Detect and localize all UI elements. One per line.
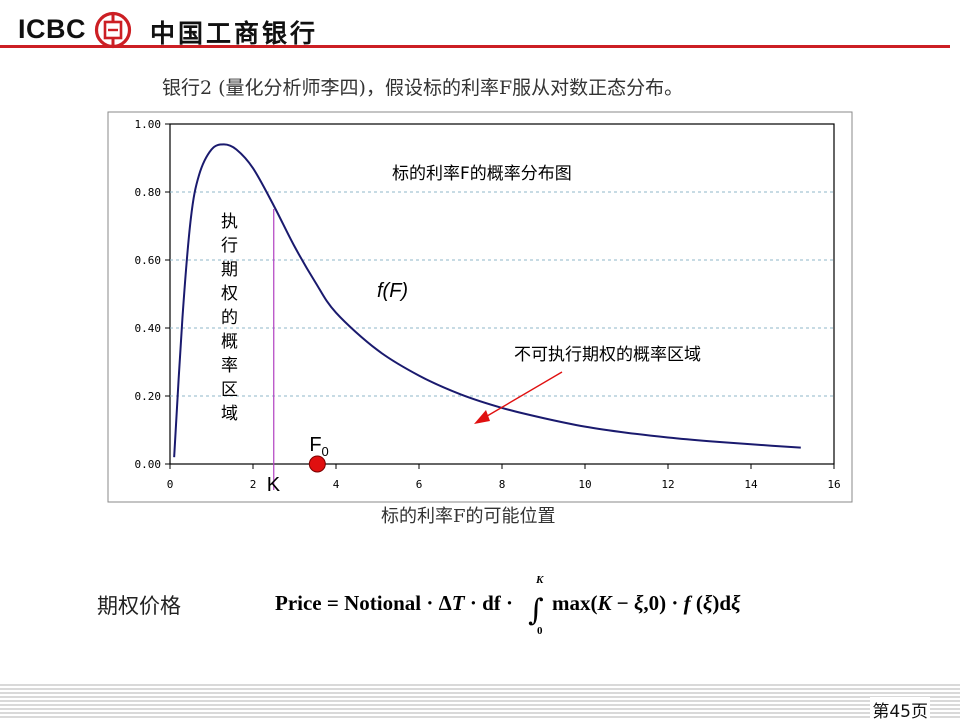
footer-band (0, 684, 960, 720)
svg-text:0: 0 (537, 625, 543, 636)
chart-title: 标的利率F的概率分布图 (392, 164, 572, 184)
strike-label: K (267, 474, 281, 496)
formula-label: 期权价格 (97, 594, 181, 618)
y-tick-label: 1.00 (135, 118, 162, 131)
series-label: f(F) (377, 280, 408, 302)
x-tick-label: 2 (250, 478, 257, 491)
x-tick-label: 0 (167, 478, 174, 491)
forward-rate-marker (308, 455, 326, 473)
svg-text:∫: ∫ (528, 593, 544, 628)
no-exercise-region-label: 不可执行期权的概率区域 (514, 345, 701, 365)
brand-latin: ICBC (18, 14, 86, 44)
y-tick-label: 0.40 (135, 322, 162, 335)
y-tick-label: 0.00 (135, 458, 162, 471)
forward-rate-label: F0 (309, 434, 328, 459)
svg-text:K: K (535, 576, 544, 586)
x-tick-label: 4 (333, 478, 340, 491)
svg-text:max(K − ξ,0) · f (ξ)dξ: max(K − ξ,0) · f (ξ)dξ (552, 591, 741, 615)
callout-arrowhead (474, 410, 490, 424)
brand-chinese: 中国工商银行 (150, 19, 319, 48)
x-tick-label: 10 (578, 478, 591, 491)
x-tick-label: 16 (827, 478, 840, 491)
slide-subtitle: 银行2 (量化分析师李四)，假设标的利率F服从对数正态分布。 (162, 77, 684, 99)
y-tick-label: 0.60 (135, 254, 162, 267)
svg-text:Price = Notional · ΔT · df ·: Price = Notional · ΔT · df · (275, 591, 513, 615)
option-price-formula: Price = Notional · ΔT · df · ∫ K 0 max(K… (275, 576, 741, 636)
callout-arrow (481, 371, 563, 420)
probability-chart: 0.00 0.20 0.40 0.60 0.80 1.00 0 2 4 6 8 10 12 14 16 K… (107, 111, 853, 527)
header: ICBC 中国工商银行 (0, 0, 960, 60)
x-tick-label: 12 (661, 478, 674, 491)
page-number: 第45页 (870, 697, 930, 722)
x-tick-label: 8 (499, 478, 506, 491)
y-tick-label: 0.80 (135, 186, 162, 199)
density-curve (173, 143, 801, 458)
y-tick-label: 0.20 (135, 390, 162, 403)
exercise-region-label: 执行期权的概率区域 (221, 212, 238, 424)
header-rule (0, 45, 950, 48)
x-axis-label: 标的利率F的可能位置 (381, 506, 556, 527)
x-tick-label: 14 (744, 478, 758, 491)
x-tick-label: 6 (416, 478, 423, 491)
